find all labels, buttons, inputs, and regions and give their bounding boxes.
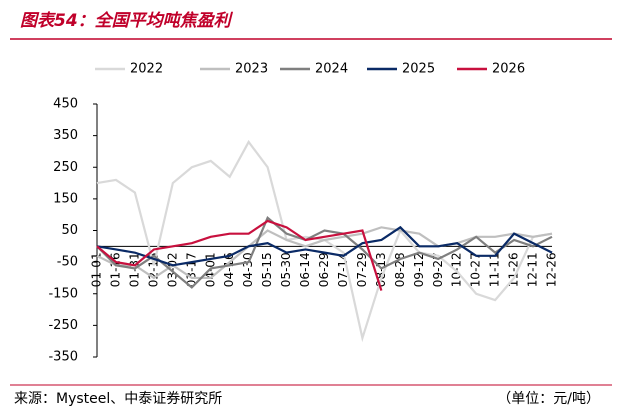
x-tick-label: 12-26 (545, 252, 559, 287)
y-tick-label: 150 (53, 191, 78, 206)
x-tick-label: 10-12 (450, 252, 464, 287)
x-tick-label: 05-15 (260, 252, 274, 287)
y-tick-label: 450 (53, 97, 78, 112)
y-tick-label: 350 (53, 128, 78, 143)
y-tick-label: -250 (48, 318, 78, 333)
x-tick-label: 03-02 (165, 252, 179, 287)
y-tick-label: -50 (57, 255, 78, 270)
source: 来源：Mysteel、中泰证券研究所 (14, 391, 222, 407)
x-tick-label: 05-30 (279, 252, 293, 287)
x-tick-label: 07-14 (336, 252, 350, 287)
unit: （单位：元/吨） (497, 391, 600, 407)
x-tick-label: 10-27 (469, 252, 483, 287)
legend-label: 2026 (492, 62, 525, 77)
y-tick-label: 250 (53, 160, 78, 175)
legend-label: 2024 (315, 62, 348, 77)
x-tick-label: 09-12 (412, 252, 426, 287)
legend-label: 2025 (402, 62, 435, 77)
series-line (96, 219, 383, 291)
y-tick-label: -350 (48, 350, 78, 365)
chart-title: 图表54：全国平均吨焦盈利 (20, 11, 234, 31)
x-tick-label: 06-29 (317, 252, 331, 287)
y-tick-label: 50 (61, 223, 78, 238)
y-tick-label: -150 (48, 286, 78, 301)
x-tick-label: 01-01 (90, 252, 104, 287)
series-line (96, 216, 553, 289)
x-tick-label: 11-26 (507, 252, 521, 287)
x-tick-label: 07-29 (355, 252, 369, 287)
x-tick-label: 11-11 (488, 252, 502, 287)
legend-label: 2022 (130, 62, 163, 77)
x-tick-label: 09-27 (431, 252, 445, 287)
legend-label: 2023 (235, 62, 268, 77)
x-tick-label: 01-31 (127, 252, 141, 287)
x-tick-label: 12-11 (526, 252, 540, 287)
series-line (96, 225, 553, 267)
x-tick-label: 04-30 (241, 252, 255, 287)
x-tick-label: 06-14 (298, 252, 312, 287)
